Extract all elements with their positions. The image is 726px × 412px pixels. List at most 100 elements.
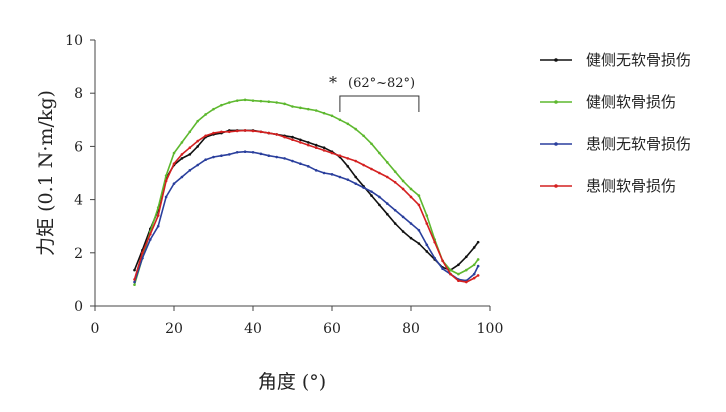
data-point [235, 150, 239, 154]
x-tick-label: 40 [244, 321, 262, 337]
data-point [417, 194, 421, 197]
data-point [314, 169, 318, 172]
data-point [425, 243, 429, 247]
data-point [433, 256, 437, 260]
data-point [243, 98, 247, 102]
data-point [267, 131, 271, 135]
series-line [133, 129, 479, 283]
data-point [220, 154, 223, 158]
data-point [204, 134, 207, 138]
data-point [401, 230, 405, 233]
data-point [196, 145, 199, 148]
x-tick-label: 80 [402, 321, 420, 337]
legend-marker [554, 184, 558, 188]
data-point [267, 154, 271, 158]
data-point [409, 236, 413, 240]
data-point [188, 130, 192, 134]
data-point [330, 114, 334, 118]
data-point [322, 146, 326, 150]
data-point [417, 228, 421, 232]
data-point [322, 111, 326, 115]
data-point [346, 157, 350, 160]
data-point [275, 101, 279, 104]
data-point [299, 141, 302, 144]
data-point [251, 99, 255, 102]
data-point [370, 194, 373, 197]
data-point [235, 129, 239, 133]
data-point [172, 162, 176, 165]
data-point [228, 101, 231, 104]
data-point [235, 99, 239, 102]
y-tick-label: 4 [74, 193, 83, 209]
data-point [251, 129, 255, 133]
data-point [275, 155, 279, 159]
data-point [476, 274, 480, 277]
data-point [401, 215, 405, 219]
data-point [354, 182, 358, 185]
data-point [283, 102, 286, 106]
data-point [465, 255, 468, 259]
data-point [307, 107, 310, 111]
data-point [476, 240, 480, 244]
data-point [409, 222, 413, 225]
series-line [133, 99, 479, 285]
y-tick-label: 8 [74, 86, 83, 102]
data-point [362, 186, 365, 189]
data-point [156, 224, 160, 228]
data-point [299, 162, 302, 165]
data-point [204, 113, 207, 116]
data-point [386, 175, 389, 179]
x-tick-label: 20 [165, 321, 183, 337]
data-point [133, 283, 136, 287]
data-point [338, 118, 342, 122]
data-point [457, 279, 460, 283]
data-point [243, 150, 247, 154]
data-point [251, 150, 255, 154]
data-point [476, 264, 480, 268]
data-point [417, 242, 421, 245]
data-point [180, 153, 184, 156]
data-point [362, 163, 365, 167]
series-lines [133, 98, 480, 287]
data-point [386, 202, 389, 205]
data-point [196, 163, 199, 167]
data-point [354, 175, 358, 179]
data-point [164, 179, 168, 183]
data-point [299, 138, 302, 142]
legend-item: 患侧软骨损伤 [540, 177, 676, 195]
data-point [401, 187, 405, 191]
ticks: 0 20 40 60 80 100 0 2 4 6 8 10 [65, 33, 503, 337]
data-point [196, 119, 199, 123]
data-point [393, 170, 397, 173]
x-tick-label: 60 [323, 321, 341, 337]
data-point [472, 272, 476, 276]
data-point [386, 212, 389, 216]
data-point [291, 159, 294, 163]
series-group [133, 98, 480, 287]
data-point [307, 165, 310, 168]
data-point [180, 141, 184, 144]
data-point [133, 268, 136, 272]
data-point [220, 103, 223, 107]
data-point [409, 187, 413, 191]
data-point [188, 146, 192, 150]
data-point [425, 222, 429, 225]
y-tick-label: 6 [74, 139, 83, 155]
data-point [370, 142, 373, 146]
data-point [196, 139, 199, 143]
data-point [449, 272, 452, 276]
data-point [141, 251, 144, 255]
data-point [156, 206, 160, 209]
data-point [370, 190, 373, 193]
data-point [212, 155, 215, 159]
data-point [433, 240, 437, 244]
data-point [465, 268, 468, 272]
data-point [259, 99, 263, 103]
data-point [378, 171, 381, 175]
legend-label: 健侧软骨损伤 [586, 93, 676, 111]
data-point [409, 195, 413, 199]
data-point [283, 135, 286, 139]
data-point [354, 127, 358, 131]
legend-label: 患侧无软骨损伤 [586, 135, 691, 153]
data-point [228, 130, 231, 134]
